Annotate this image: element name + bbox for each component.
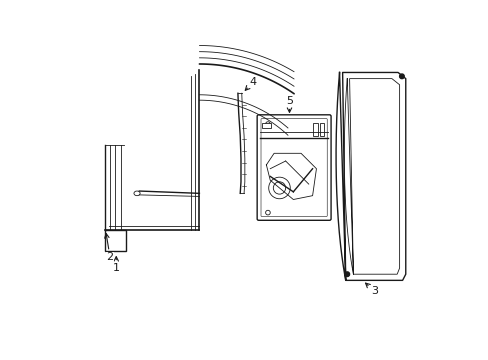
Bar xyxy=(313,122,317,136)
FancyBboxPatch shape xyxy=(261,119,326,216)
Text: 3: 3 xyxy=(365,283,377,296)
Bar xyxy=(319,122,324,136)
Text: 5: 5 xyxy=(285,96,292,112)
Bar xyxy=(104,230,126,251)
Text: 1: 1 xyxy=(113,257,120,273)
Text: 4: 4 xyxy=(245,77,256,90)
FancyBboxPatch shape xyxy=(257,115,330,220)
Text: 2: 2 xyxy=(104,234,113,262)
Circle shape xyxy=(344,272,349,276)
Bar xyxy=(261,123,270,128)
Circle shape xyxy=(399,74,404,78)
